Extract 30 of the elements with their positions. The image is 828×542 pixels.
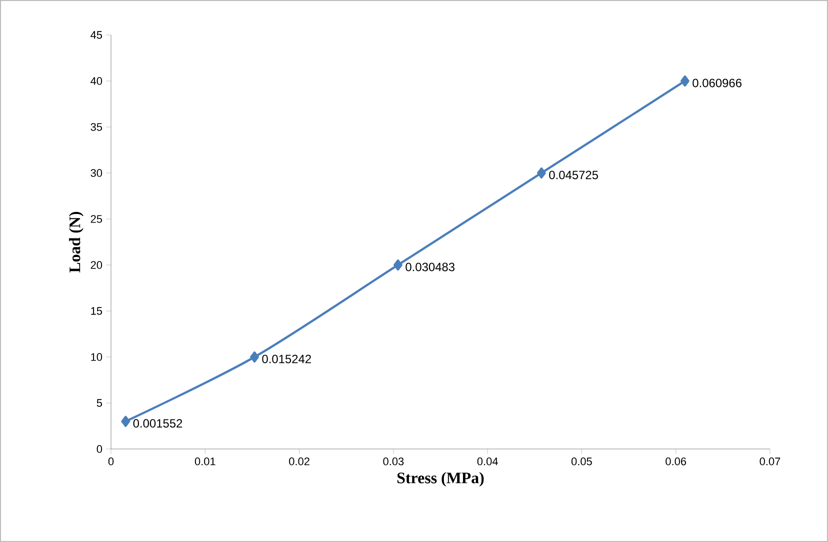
annotation: 0.015242 xyxy=(262,354,311,364)
y-tick-label: 45 xyxy=(90,31,102,39)
point xyxy=(536,167,546,179)
x-tick-label: 0 xyxy=(108,458,114,466)
x-tick-label: 0.03 xyxy=(383,458,404,466)
y-tick-label: 5 xyxy=(96,399,102,407)
x-tick-label: 0.05 xyxy=(571,458,592,466)
point xyxy=(121,416,130,427)
x-axis-title: Stress (MPa) xyxy=(397,472,484,487)
y-axis-title: Load (N) xyxy=(69,212,84,272)
point xyxy=(680,75,690,87)
annotation: 0.001552 xyxy=(133,419,182,428)
annotation: 0.045725 xyxy=(549,170,598,180)
point xyxy=(250,351,259,363)
y-tick-label: 35 xyxy=(90,123,102,131)
y-tick-label: 25 xyxy=(90,215,102,223)
y-tick-label: 15 xyxy=(91,307,102,315)
y-tick-label: 40 xyxy=(90,77,102,85)
x-tick-label: 0.01 xyxy=(194,458,216,466)
y-tick-label: 30 xyxy=(90,169,102,177)
x-tick-label: 0.04 xyxy=(477,458,498,466)
y-tick-label: 0 xyxy=(96,445,102,453)
annotation: 0.060966 xyxy=(692,78,742,88)
point xyxy=(394,259,402,271)
y-tick-label: 20 xyxy=(90,261,102,269)
annotation: 0.030483 xyxy=(406,262,455,272)
y-tick-label: 10 xyxy=(91,353,102,361)
x-tick-label: 0.07 xyxy=(760,458,780,466)
x-tick-label: 0.02 xyxy=(289,458,310,466)
x-tick-label: 0.06 xyxy=(666,458,686,466)
